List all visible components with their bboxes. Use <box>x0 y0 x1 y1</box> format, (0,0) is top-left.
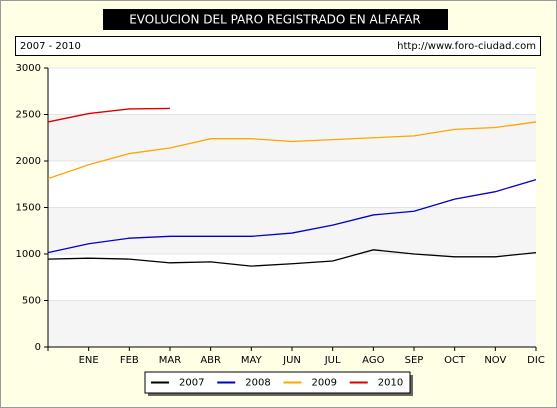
x-tick-label: MAR <box>159 355 181 366</box>
x-tick-label: JUN <box>282 355 301 366</box>
y-tick-label: 2000 <box>16 156 41 167</box>
title-bar <box>103 9 448 30</box>
y-tick-label: 500 <box>22 296 41 307</box>
legend-label: 2008 <box>245 378 270 389</box>
source: http://www.foro-ciudad.com <box>397 41 536 52</box>
x-tick-label: JUL <box>324 355 341 366</box>
x-tick-label: OCT <box>444 355 466 366</box>
x-tick-label: SEP <box>405 355 424 366</box>
x-tick-label: ENE <box>79 355 99 366</box>
grid-band <box>48 300 536 347</box>
grid-band <box>48 207 536 254</box>
series-line <box>47 107 171 123</box>
x-tick-label: AGO <box>362 355 384 366</box>
y-tick-label: 1000 <box>16 249 41 260</box>
y-tick-label: 1500 <box>16 203 41 214</box>
y-tick-label: 2500 <box>16 110 41 121</box>
x-tick-label: MAY <box>241 355 263 366</box>
x-tick-label: NOV <box>484 355 506 366</box>
series-line <box>47 121 537 180</box>
subtitle-box <box>15 36 541 56</box>
y-tick-label: 0 <box>35 342 41 353</box>
chart-title: EVOLUCION DEL PARO REGISTRADO EN ALFAFAR <box>129 13 421 27</box>
subtitle: 2007 - 2010 <box>20 41 81 52</box>
x-tick-label: ABR <box>200 355 221 366</box>
series-line <box>47 178 537 254</box>
legend-box <box>144 371 411 394</box>
x-tick-label: DIC <box>527 355 545 366</box>
grid-band <box>48 114 536 161</box>
x-tick-label: FEB <box>120 355 139 366</box>
legend-label: 2007 <box>179 378 204 389</box>
y-tick-label: 3000 <box>16 63 41 74</box>
series-line <box>47 249 537 267</box>
legend-label: 2009 <box>312 378 337 389</box>
legend-label: 2010 <box>378 378 403 389</box>
